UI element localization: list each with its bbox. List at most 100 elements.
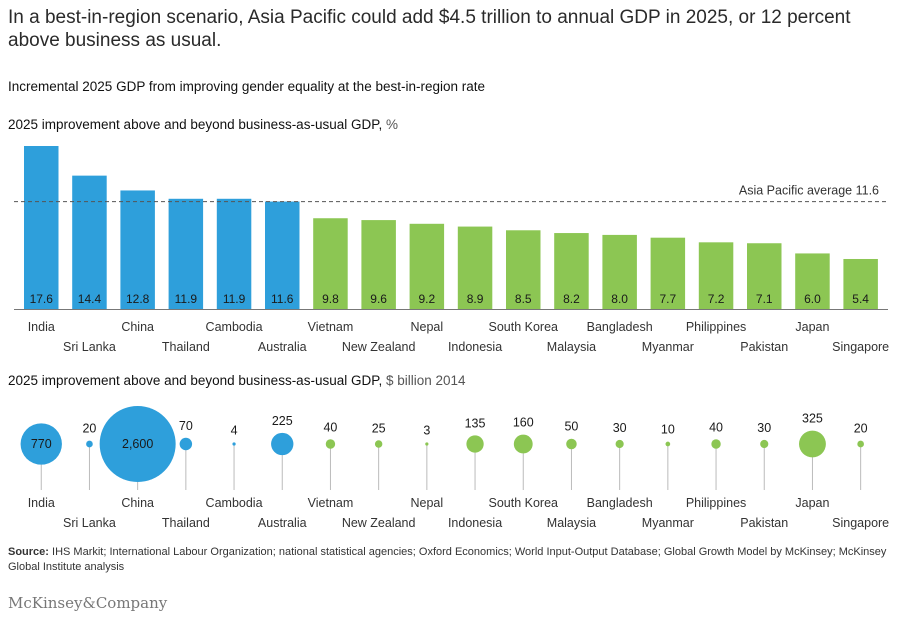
bubble-china (99, 406, 176, 482)
bubble-category-label-singapore: Singapore (832, 516, 889, 530)
bubble-category-label-nepal: Nepal (411, 496, 444, 510)
bubble-value-label-thailand: 70 (179, 419, 193, 433)
chart-subtitle: Incremental 2025 GDP from improving gend… (8, 79, 486, 94)
bubble-chart-title-text: 2025 improvement above and beyond busine… (8, 373, 383, 388)
bar-value-label-malaysia: 8.2 (563, 292, 580, 306)
bubble-south-korea (513, 434, 533, 454)
bar-chart: 17.6 India 14.4 Sri Lanka 12.8 China 11.9 Thail… (14, 146, 889, 354)
bar-myanmar (650, 237, 686, 309)
bubble-nepal (425, 442, 429, 446)
bar-category-label-cambodia: Cambodia (206, 320, 263, 334)
bubble-category-label-malaysia: Malaysia (547, 516, 596, 530)
bar-category-label-nepal: Nepal (411, 320, 444, 334)
bubble-category-label-china: China (121, 496, 154, 510)
bar-malaysia (554, 233, 589, 309)
bubble-category-label-japan: Japan (795, 496, 829, 510)
bubble-category-label-south-korea: South Korea (489, 496, 559, 510)
bar-category-label-myanmar: Myanmar (642, 340, 694, 354)
bar-china (120, 190, 155, 309)
bubble-category-label-bangladesh: Bangladesh (587, 496, 653, 510)
bar-singapore (843, 258, 878, 309)
bubble-value-label-nepal: 3 (423, 423, 430, 437)
average-reference-label: Asia Pacific average 11.6 (739, 184, 879, 198)
bar-value-label-japan: 6.0 (804, 292, 821, 306)
bar-category-label-singapore: Singapore (832, 340, 889, 354)
bubble-value-label-philippines: 40 (709, 420, 723, 434)
bubble-cambodia (232, 442, 236, 446)
bubble-value-label-china: 2,600 (122, 437, 153, 451)
bar-value-label-vietnam: 9.8 (322, 292, 339, 306)
bubble-value-label-myanmar: 10 (661, 423, 675, 437)
bar-sri-lanka (72, 175, 107, 309)
bar-value-label-cambodia: 11.9 (223, 292, 246, 306)
bar-category-label-pakistan: Pakistan (740, 340, 788, 354)
bar-value-label-singapore: 5.4 (852, 292, 869, 306)
source-text: IHS Markit; International Labour Organiz… (8, 546, 887, 573)
bar-value-label-myanmar: 7.7 (660, 292, 677, 306)
bar-category-label-thailand: Thailand (162, 340, 210, 354)
bubble-category-label-australia: Australia (258, 516, 307, 530)
bubble-category-label-pakistan: Pakistan (740, 516, 788, 530)
bubble-value-label-india: 770 (31, 437, 52, 451)
bubble-pakistan (760, 439, 769, 449)
bar-value-label-indonesia: 8.9 (467, 292, 484, 306)
bar-category-label-australia: Australia (258, 340, 307, 354)
bubble-singapore (857, 440, 864, 448)
bar-category-label-india: India (28, 320, 55, 334)
bubble-value-label-singapore: 20 (854, 422, 868, 436)
bar-philippines (698, 242, 734, 309)
bubble-chart: 770 India 20 Sri Lanka 2,600 China 70 Thailand 4… (20, 406, 889, 530)
source-note: Source: IHS Markit; International Labour… (8, 545, 892, 575)
bubble-category-label-vietnam: Vietnam (308, 496, 354, 510)
bar-cambodia (216, 198, 252, 309)
bubble-vietnam (325, 439, 336, 449)
bubble-value-label-south-korea: 160 (513, 416, 534, 430)
bar-thailand (168, 198, 204, 309)
bar-category-label-china: China (121, 320, 154, 334)
bubble-category-label-myanmar: Myanmar (642, 516, 694, 530)
bar-category-label-sri-lanka: Sri Lanka (63, 340, 116, 354)
bar-japan (795, 253, 830, 309)
bar-category-label-malaysia: Malaysia (547, 340, 596, 354)
bubble-chart-unit: $ billion 2014 (386, 373, 466, 388)
bubble-category-label-thailand: Thailand (162, 516, 210, 530)
bubble-category-label-new-zealand: New Zealand (342, 516, 416, 530)
bar-bangladesh (602, 234, 637, 309)
bubble-sri-lanka (86, 440, 93, 448)
bar-value-label-south-korea: 8.5 (515, 292, 532, 306)
bar-india (24, 146, 59, 309)
bubble-value-label-new-zealand: 25 (372, 421, 386, 435)
bar-south-korea (506, 230, 541, 309)
bubble-category-label-philippines: Philippines (686, 496, 746, 510)
bubble-category-label-cambodia: Cambodia (206, 496, 263, 510)
bar-value-label-new-zealand: 9.6 (370, 292, 387, 306)
bubble-value-label-pakistan: 30 (757, 421, 771, 435)
bubble-category-label-sri-lanka: Sri Lanka (63, 516, 116, 530)
bar-category-label-japan: Japan (795, 320, 829, 334)
bar-value-label-thailand: 11.9 (175, 292, 198, 306)
bubble-value-label-indonesia: 135 (465, 416, 486, 430)
bar-category-label-south-korea: South Korea (489, 320, 559, 334)
bar-indonesia (457, 226, 493, 309)
bubble-value-label-bangladesh: 30 (613, 421, 627, 435)
source-label: Source: (8, 546, 49, 558)
mckinsey-logo: McKinsey&Company (8, 594, 168, 612)
bubble-category-label-india: India (28, 496, 55, 510)
bar-nepal (409, 223, 445, 309)
bar-value-label-sri-lanka: 14.4 (78, 292, 102, 306)
bar-value-label-bangladesh: 8.0 (611, 292, 628, 306)
bar-chart-title: 2025 improvement above and beyond busine… (8, 117, 398, 132)
bar-category-label-indonesia: Indonesia (448, 340, 502, 354)
bubble-india (20, 423, 62, 465)
bubble-japan (799, 430, 826, 458)
bar-value-label-china: 12.8 (126, 292, 150, 306)
bubble-myanmar (665, 441, 671, 447)
bubble-value-label-malaysia: 50 (564, 420, 578, 434)
bar-value-label-philippines: 7.2 (708, 292, 725, 306)
bar-value-label-nepal: 9.2 (419, 292, 436, 306)
bubble-australia (271, 432, 294, 456)
bubble-thailand (179, 437, 193, 451)
bubble-chart-title: 2025 improvement above and beyond busine… (8, 373, 466, 388)
bubble-philippines (711, 439, 721, 449)
bar-vietnam (313, 218, 348, 309)
